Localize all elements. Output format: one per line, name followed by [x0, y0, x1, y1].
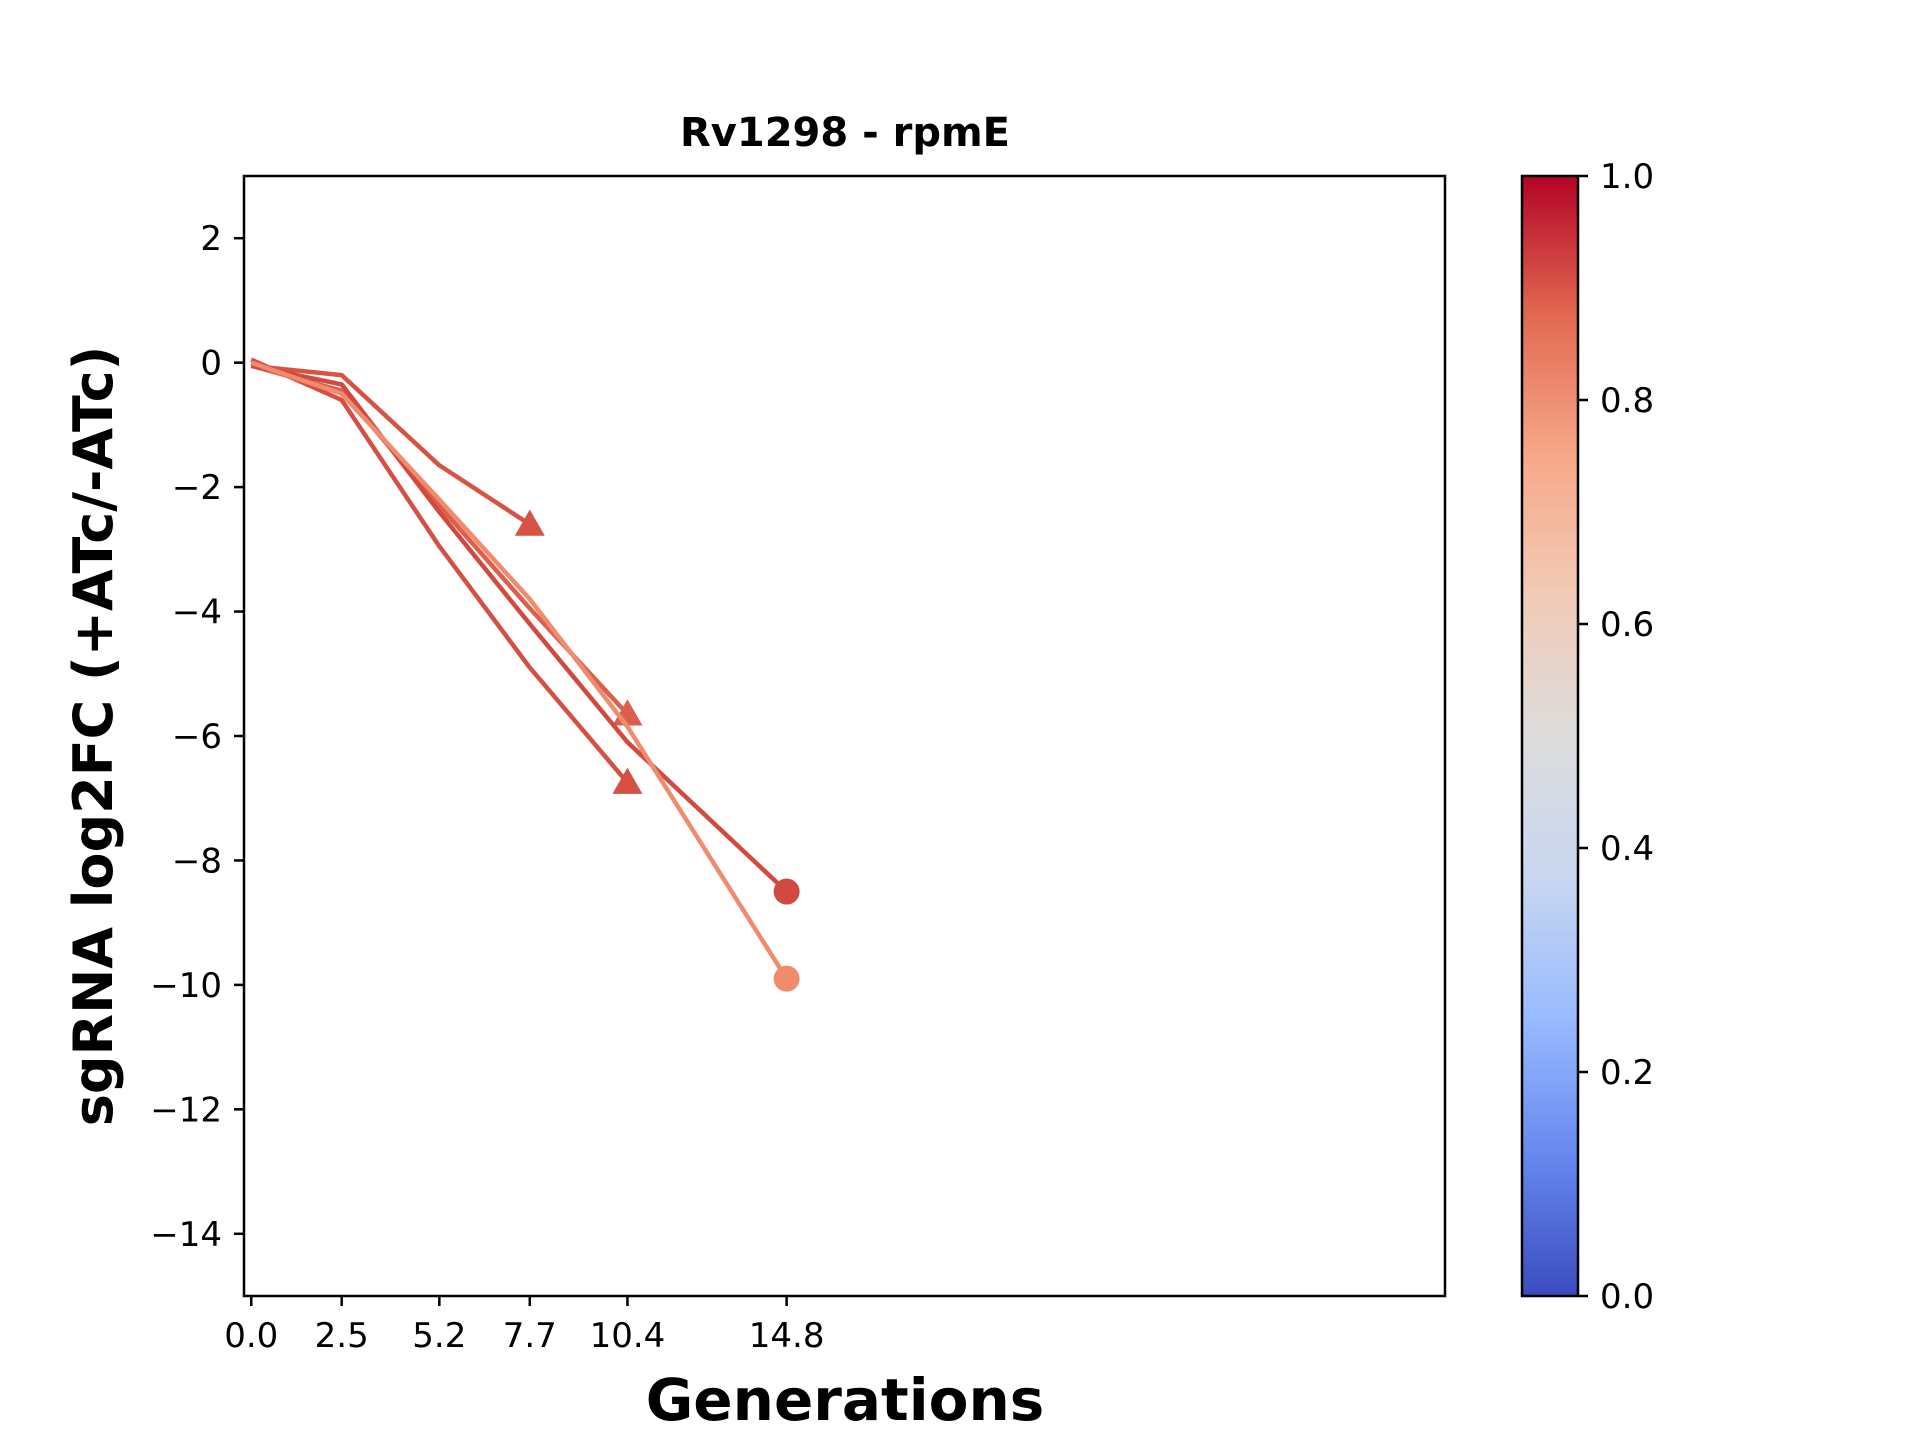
x-tick-label: 5.2	[412, 1316, 466, 1356]
series-4-point	[773, 878, 800, 905]
x-axis-ticks: 0.0 2.5 5.2 7.7 10.4 14.8	[224, 1296, 824, 1356]
y-tick-label: −2	[172, 468, 222, 508]
plot-frame	[242, 174, 1447, 1298]
y-tick-label: 2	[200, 219, 222, 259]
colorbar-gradient	[1520, 174, 1580, 1298]
series-line-2	[250, 363, 630, 716]
series-layer	[250, 357, 800, 992]
x-tick-label: 10.4	[590, 1316, 666, 1356]
y-tick-label: 0	[200, 344, 222, 384]
series-line-1	[250, 363, 532, 527]
colorbar-tick-label: 0.8	[1600, 381, 1654, 421]
series-line-5	[250, 360, 789, 980]
colorbar-tick-label: 0.6	[1600, 605, 1654, 645]
x-axis-label: Generations	[646, 1366, 1045, 1434]
plot-area: 0.0 2.5 5.2 7.7 10.4 14.8 2 0 −2 −4 −6 −8 −10 −12 −14	[150, 174, 1447, 1356]
colorbar: 0.0 0.2 0.4 0.6 0.8 1.0	[1520, 157, 1654, 1317]
y-tick-label: −4	[172, 593, 222, 633]
y-tick-label: −6	[172, 717, 222, 757]
x-tick-label: 2.5	[315, 1316, 369, 1356]
colorbar-tick-label: 0.4	[1600, 829, 1654, 869]
colorbar-tick-label: 1.0	[1600, 157, 1654, 197]
x-tick-label: 0.0	[224, 1316, 278, 1356]
series-5-point	[773, 965, 800, 992]
colorbar-tick-label: 0.2	[1600, 1053, 1654, 1093]
y-tick-label: −8	[172, 841, 222, 881]
x-tick-label: 14.8	[749, 1316, 825, 1356]
colorbar-tick-label: 0.0	[1600, 1277, 1654, 1317]
series-line-4	[250, 363, 789, 894]
series-1-point	[514, 509, 545, 536]
y-axis-label: sgRNA log2FC (+ATc/-ATc)	[62, 346, 125, 1127]
colorbar-ticks: 0.0 0.2 0.4 0.6 0.8 1.0	[1578, 157, 1654, 1317]
y-tick-label: −14	[150, 1215, 222, 1255]
y-axis-ticks: 2 0 −2 −4 −6 −8 −10 −12 −14	[150, 219, 244, 1255]
series-3-point	[612, 767, 643, 794]
x-tick-label: 7.7	[503, 1316, 557, 1356]
y-tick-label: −10	[150, 966, 222, 1006]
y-tick-label: −12	[150, 1090, 222, 1130]
chart-title: Rv1298 - rpmE	[680, 110, 1010, 156]
series-line-3	[250, 357, 630, 785]
